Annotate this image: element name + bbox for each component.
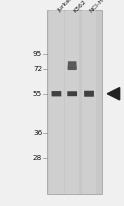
Polygon shape xyxy=(107,88,120,100)
Text: NCI-H460: NCI-H460 xyxy=(89,0,114,13)
Text: Jurkat: Jurkat xyxy=(56,0,73,13)
Text: 36: 36 xyxy=(33,130,42,136)
Bar xyxy=(65,10,79,194)
Text: 55: 55 xyxy=(33,91,42,97)
FancyBboxPatch shape xyxy=(52,91,61,96)
Bar xyxy=(47,10,102,194)
FancyBboxPatch shape xyxy=(67,91,77,96)
FancyBboxPatch shape xyxy=(84,91,94,97)
FancyBboxPatch shape xyxy=(68,65,77,70)
Text: K562: K562 xyxy=(72,0,87,13)
Bar xyxy=(82,10,96,194)
Text: 72: 72 xyxy=(33,66,42,72)
FancyBboxPatch shape xyxy=(68,61,76,65)
Text: 95: 95 xyxy=(33,50,42,57)
Text: 28: 28 xyxy=(33,154,42,161)
Bar xyxy=(49,10,64,194)
